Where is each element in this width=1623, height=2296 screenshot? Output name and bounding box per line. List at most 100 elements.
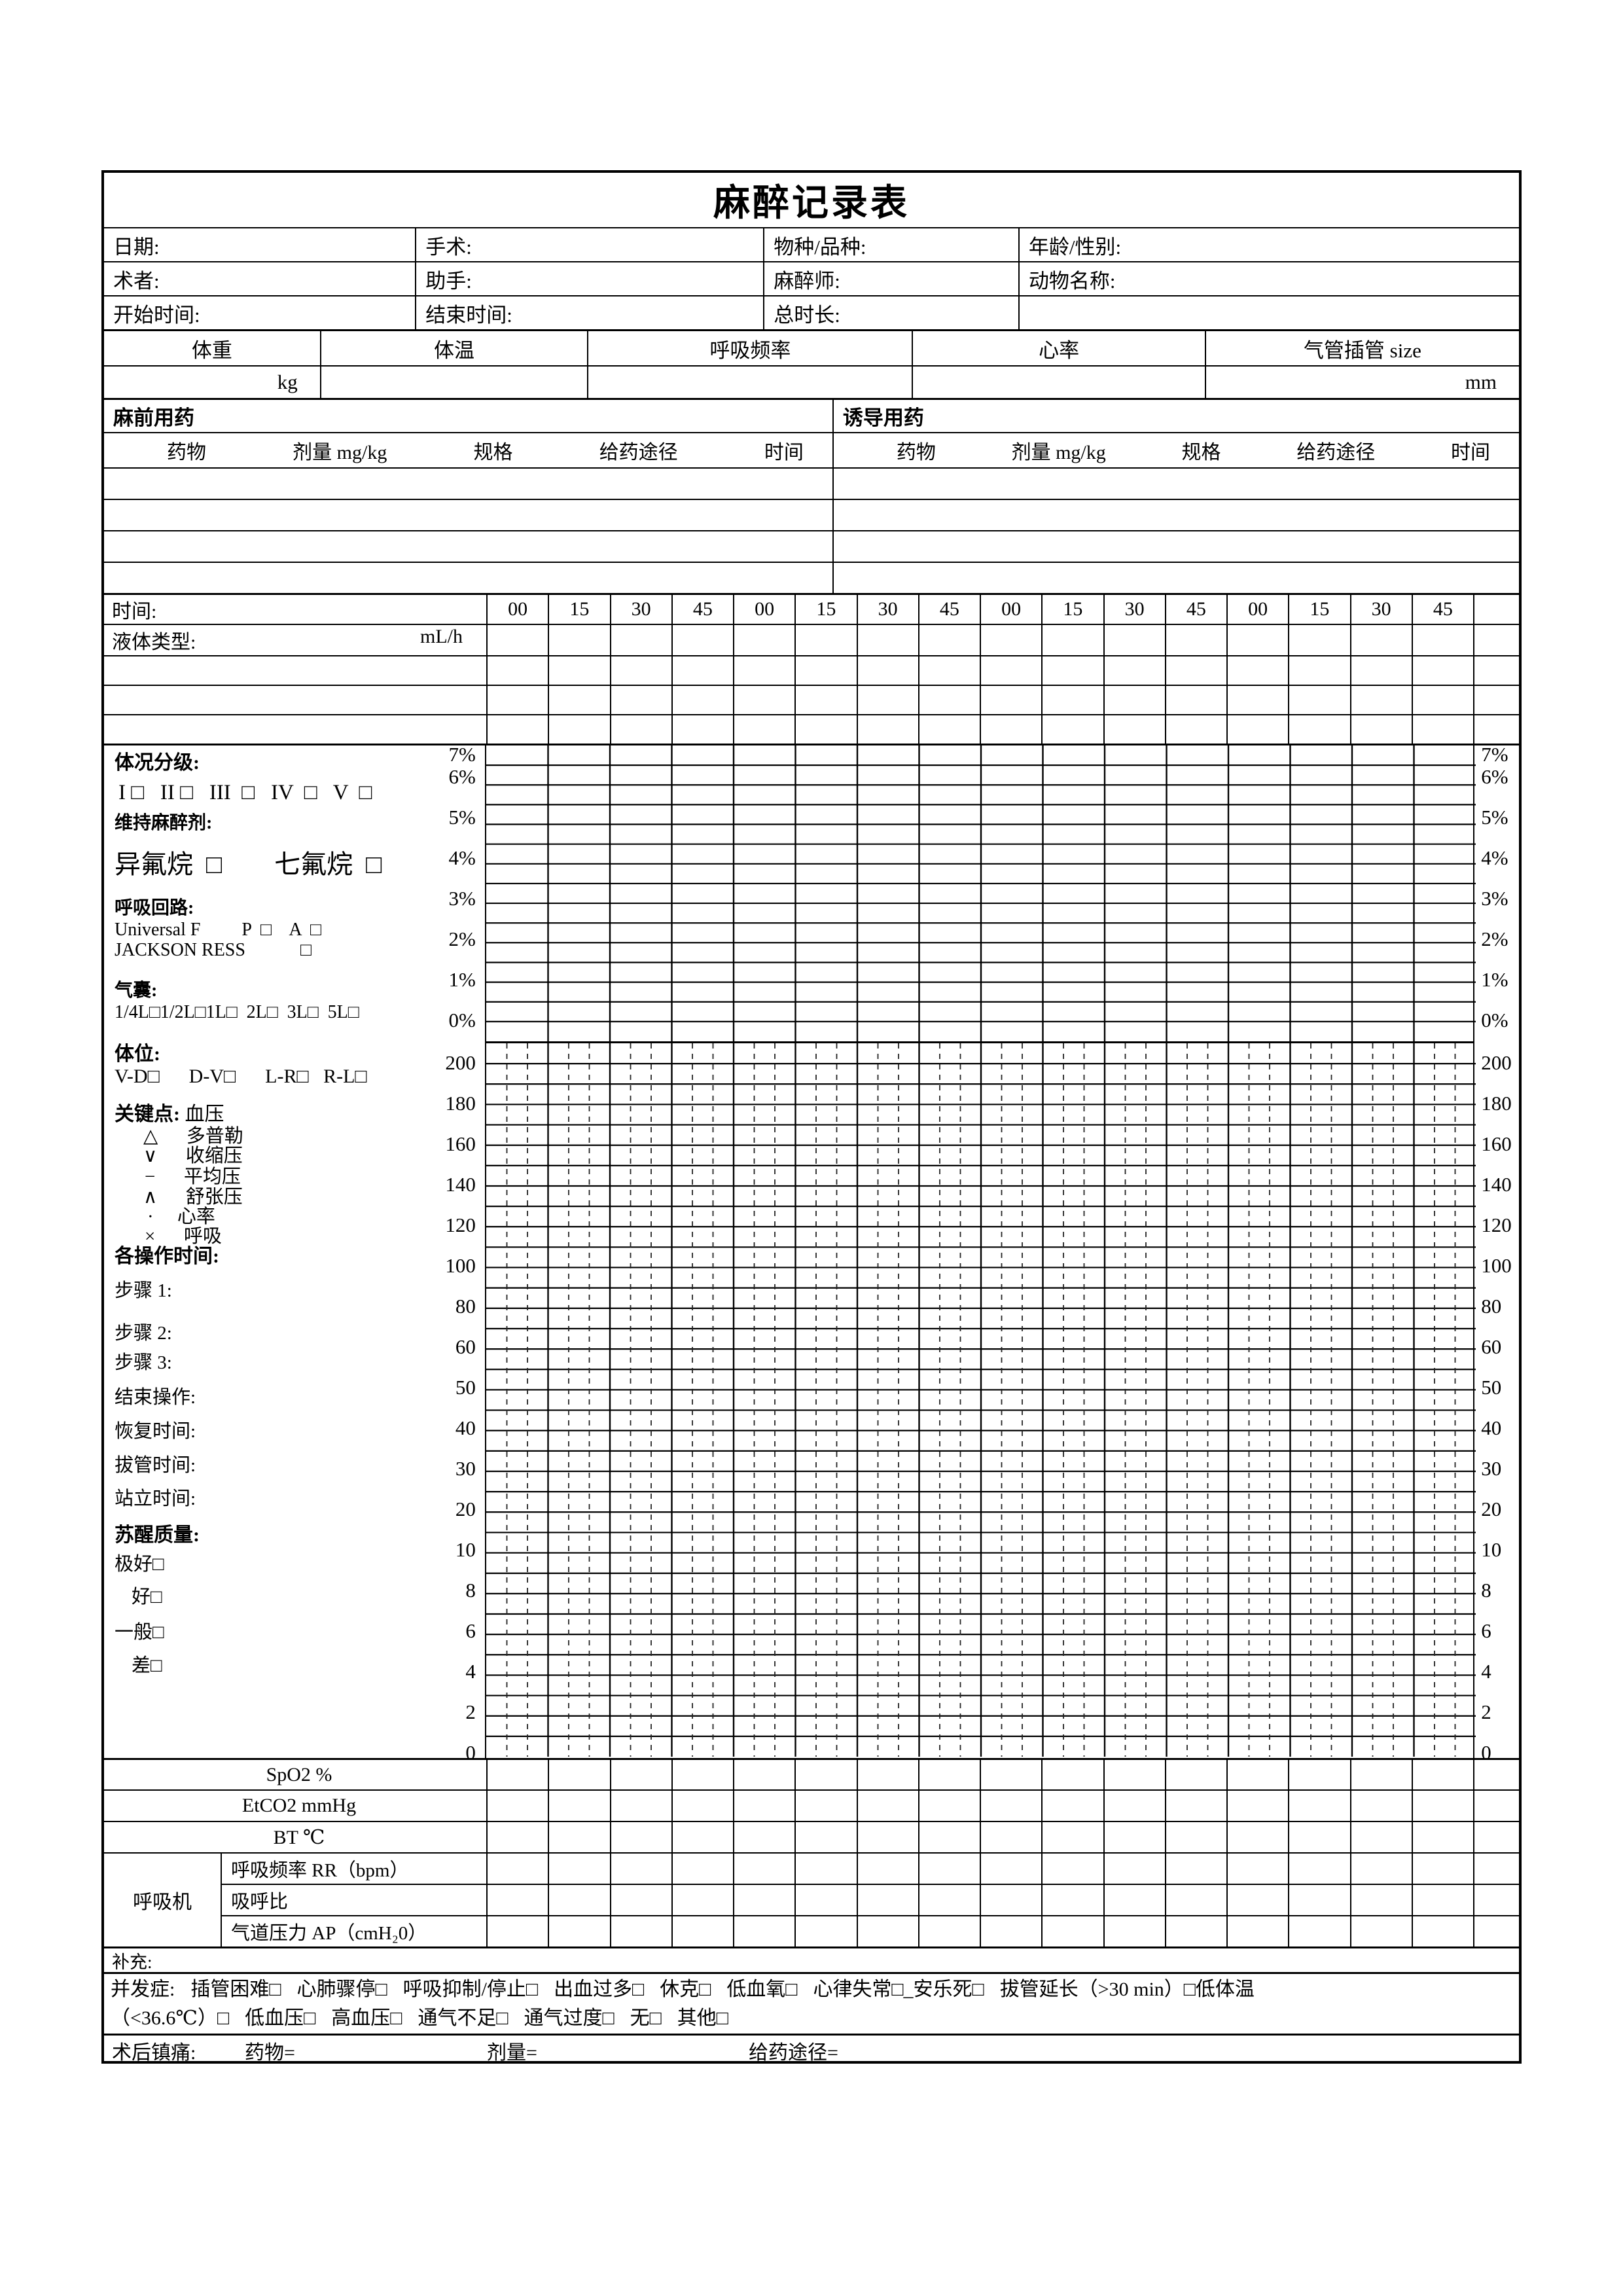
grid-entry-cell[interactable] (734, 1854, 796, 1884)
grid-entry-cell[interactable] (1413, 1822, 1474, 1852)
grid-entry-cell[interactable] (796, 1822, 858, 1852)
grid-entry-cell[interactable] (1289, 1885, 1351, 1915)
end-time-field[interactable]: 结束时间: (416, 296, 765, 329)
grid-entry-cell[interactable] (919, 686, 981, 714)
grid-entry-cell[interactable] (673, 1760, 734, 1789)
grid-entry-cell[interactable] (919, 1822, 981, 1852)
complication-checkbox-item[interactable]: 心肺骤停□ (296, 1978, 387, 2000)
grid-entry-cell[interactable] (1289, 625, 1351, 655)
induction-entry-field[interactable] (834, 469, 1519, 499)
grid-entry-cell[interactable] (858, 715, 919, 744)
complication-checkbox-item[interactable]: 低血氧□ (726, 1978, 798, 2000)
grid-entry-cell[interactable] (1105, 1854, 1166, 1884)
etco2-tail-cell[interactable] (1474, 1791, 1519, 1821)
grid-entry-cell[interactable] (549, 686, 611, 714)
time-slot-cell[interactable]: 00 (734, 595, 796, 624)
sidebar-item[interactable]: 异氟烷 □ 七氟烷 □ (115, 850, 382, 879)
grid-entry-cell[interactable] (1413, 1760, 1474, 1789)
total-duration-field[interactable]: 总时长: (764, 296, 1020, 329)
complication-checkbox-item[interactable]: 通气过度□ (524, 2007, 615, 2029)
grid-entry-cell[interactable] (1289, 1760, 1351, 1789)
grid-entry-cell[interactable] (611, 1885, 673, 1915)
time-slot-cell[interactable]: 45 (919, 595, 981, 624)
grid-entry-cell[interactable] (549, 715, 611, 744)
grid-entry-cell[interactable] (919, 1854, 981, 1884)
grid-entry-cell[interactable] (488, 715, 550, 744)
grid-entry-cell[interactable] (673, 625, 734, 655)
grid-entry-cell[interactable] (673, 1916, 734, 1946)
grid-entry-cell[interactable] (1289, 656, 1351, 685)
fluid-type-label-cell[interactable]: 液体类型: mL/h (104, 625, 488, 655)
grid-entry-cell[interactable] (1351, 1916, 1413, 1946)
grid-entry-cell[interactable] (1351, 1822, 1413, 1852)
fluid-tail-cell[interactable] (1474, 625, 1519, 655)
time-slot-cell[interactable]: 15 (1289, 595, 1351, 624)
ventilator-ap-tail-cell[interactable] (1474, 1916, 1519, 1946)
grid-entry-cell[interactable] (981, 686, 1043, 714)
grid-entry-cell[interactable] (1413, 686, 1474, 714)
grid-entry-cell[interactable] (1043, 1885, 1105, 1915)
complication-checkbox-item[interactable]: 其他□ (677, 2007, 728, 2029)
fluid-extra-tail-cell[interactable] (1474, 715, 1519, 744)
grid-entry-cell[interactable] (673, 1791, 734, 1821)
grid-entry-cell[interactable] (1105, 1822, 1166, 1852)
grid-entry-cell[interactable] (488, 1760, 550, 1789)
grid-entry-cell[interactable] (1289, 686, 1351, 714)
grid-entry-cell[interactable] (1043, 1822, 1105, 1852)
grid-entry-cell[interactable] (673, 1885, 734, 1915)
time-slot-cell[interactable]: 00 (981, 595, 1043, 624)
temperature-value-field[interactable] (321, 367, 589, 398)
grid-entry-cell[interactable] (488, 1885, 550, 1915)
grid-entry-cell[interactable] (1166, 625, 1228, 655)
postop-dose-field[interactable]: 剂量= (487, 2041, 537, 2064)
grid-entry-cell[interactable] (981, 625, 1043, 655)
grid-entry-cell[interactable] (981, 656, 1043, 685)
complication-checkbox-item[interactable]: （<36.6℃）□ (111, 2007, 230, 2029)
grid-entry-cell[interactable] (796, 715, 858, 744)
grid-entry-cell[interactable] (796, 656, 858, 685)
time-slot-cell[interactable]: 45 (1413, 595, 1474, 624)
grid-entry-cell[interactable] (919, 1791, 981, 1821)
grid-entry-cell[interactable] (858, 1822, 919, 1852)
premed-entry-field[interactable] (104, 500, 834, 530)
sidebar-item[interactable]: JACKSON RESS □ (115, 940, 312, 960)
grid-entry-cell[interactable] (858, 656, 919, 685)
sidebar-item[interactable]: V-D□ D-V□ L-R□ R-L□ (115, 1066, 367, 1087)
spo2-tail-cell[interactable] (1474, 1760, 1519, 1789)
grid-entry-cell[interactable] (611, 1916, 673, 1946)
induction-entry-field[interactable] (834, 500, 1519, 530)
grid-entry-cell[interactable] (1413, 625, 1474, 655)
et-tube-size-value-field[interactable]: mm (1206, 367, 1519, 398)
grid-entry-cell[interactable] (796, 686, 858, 714)
grid-entry-cell[interactable] (1289, 715, 1351, 744)
grid-entry-cell[interactable] (919, 625, 981, 655)
grid-entry-cell[interactable] (1105, 686, 1166, 714)
grid-entry-cell[interactable] (488, 686, 550, 714)
grid-entry-cell[interactable] (549, 1854, 611, 1884)
grid-entry-cell[interactable] (1043, 1854, 1105, 1884)
grid-entry-cell[interactable] (1228, 1854, 1290, 1884)
grid-entry-cell[interactable] (981, 715, 1043, 744)
grid-entry-cell[interactable] (919, 1760, 981, 1789)
grid-entry-cell[interactable] (1351, 715, 1413, 744)
grid-entry-cell[interactable] (1166, 686, 1228, 714)
grid-entry-cell[interactable] (1351, 1885, 1413, 1915)
respiratory-rate-value-field[interactable] (588, 367, 914, 398)
grid-entry-cell[interactable] (1166, 1916, 1228, 1946)
grid-entry-cell[interactable] (549, 1916, 611, 1946)
complication-checkbox-item[interactable]: 出血过多□ (554, 1978, 645, 2000)
grid-entry-cell[interactable] (488, 625, 550, 655)
grid-entry-cell[interactable] (1105, 656, 1166, 685)
grid-entry-cell[interactable] (1043, 625, 1105, 655)
grid-entry-cell[interactable] (549, 1760, 611, 1789)
heart-rate-value-field[interactable] (913, 367, 1206, 398)
grid-entry-cell[interactable] (981, 1854, 1043, 1884)
grid-entry-cell[interactable] (673, 1822, 734, 1852)
grid-entry-cell[interactable] (1105, 1916, 1166, 1946)
grid-entry-cell[interactable] (488, 1791, 550, 1821)
grid-entry-cell[interactable] (1228, 1791, 1290, 1821)
grid-entry-cell[interactable] (1351, 625, 1413, 655)
grid-entry-cell[interactable] (734, 1916, 796, 1946)
assistant-field[interactable]: 助手: (416, 262, 765, 295)
grid-entry-cell[interactable] (673, 1854, 734, 1884)
